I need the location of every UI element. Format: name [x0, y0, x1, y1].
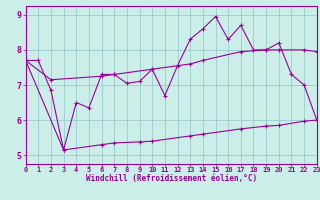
X-axis label: Windchill (Refroidissement éolien,°C): Windchill (Refroidissement éolien,°C) — [86, 174, 257, 183]
